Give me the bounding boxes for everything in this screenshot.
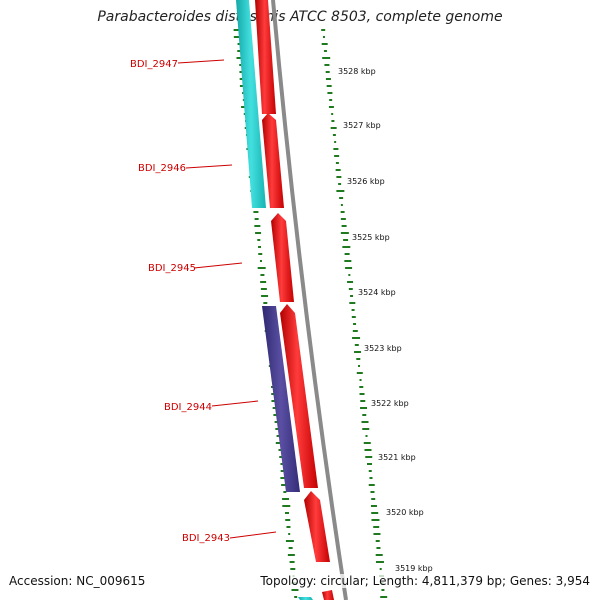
scale-label-3519: 3519 kbp [395, 564, 433, 573]
gene-label-line [177, 59, 225, 64]
scale-label-3527: 3527 kbp [343, 121, 381, 130]
gene-label-bdi-2944[interactable]: BDI_2944 [164, 402, 212, 413]
gene-bdi-2946-arrow[interactable] [262, 113, 284, 208]
gene-next-arrow[interactable] [322, 590, 334, 600]
gene-bdi-2944-arrow[interactable] [280, 304, 318, 488]
gene-label-bdi-2945[interactable]: BDI_2945 [148, 263, 196, 274]
gene-label-bdi-2947[interactable]: BDI_2947 [130, 59, 178, 70]
scale-label-3523: 3523 kbp [364, 344, 402, 353]
gene-bdi-2947-arrow[interactable] [255, 0, 276, 114]
gene-label-bdi-2946[interactable]: BDI_2946 [138, 163, 186, 174]
gene-label-line [193, 262, 243, 269]
scale-label-3528: 3528 kbp [338, 67, 376, 76]
gene-label-bdi-2943[interactable]: BDI_2943 [182, 533, 230, 544]
genome-summary: Topology: circular; Length: 4,811,379 bp… [260, 574, 590, 588]
gene-bdi-2943-arrow[interactable] [304, 491, 330, 562]
scale-label-3520: 3520 kbp [386, 508, 424, 517]
gene-label-line [229, 531, 277, 539]
gene-label-line [211, 400, 259, 407]
gene-bdi-2943-reverse-cds[interactable] [298, 597, 313, 600]
scale-label-3524: 3524 kbp [358, 288, 396, 297]
scale-label-3521: 3521 kbp [378, 453, 416, 462]
gene-bdi-2945-arrow[interactable] [271, 213, 294, 302]
scale-label-3522: 3522 kbp [371, 399, 409, 408]
scale-label-3526: 3526 kbp [347, 177, 385, 186]
scale-label-3525: 3525 kbp [352, 233, 390, 242]
gc-content-track-right [321, 29, 388, 598]
gene-bdi-2947-reverse-cds[interactable] [236, 0, 266, 208]
gene-label-line [185, 164, 233, 169]
gene-bdi-2944-reverse-cds[interactable] [262, 306, 300, 492]
genome-title: Parabacteroides distasonis ATCC 8503, co… [97, 9, 503, 25]
genome-backbone [271, 0, 348, 600]
accession-label: Accession: NC_009615 [9, 574, 146, 588]
